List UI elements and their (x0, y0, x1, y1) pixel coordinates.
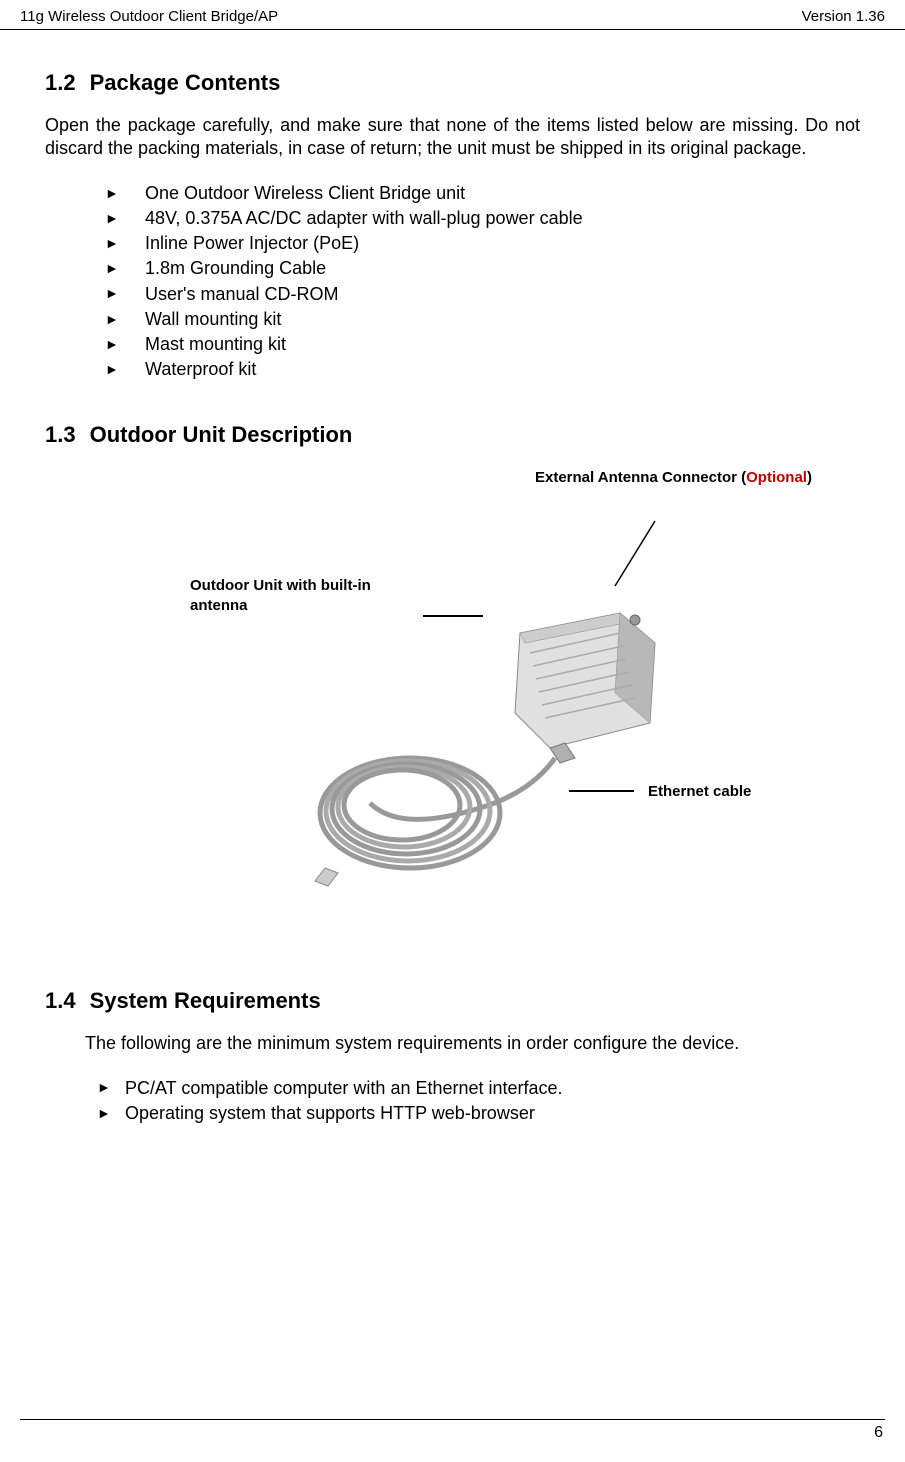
section-1-4-heading: 1.4 System Requirements (45, 988, 860, 1014)
list-item: ►48V, 0.375A AC/DC adapter with wall-plu… (105, 206, 860, 231)
page-footer: 6 (0, 1419, 905, 1442)
list-item: ►One Outdoor Wireless Client Bridge unit (105, 181, 860, 206)
header-left: 11g Wireless Outdoor Client Bridge/AP (20, 8, 278, 25)
package-contents-list: ►One Outdoor Wireless Client Bridge unit… (105, 181, 860, 383)
section-1-3-heading: 1.3 Outdoor Unit Description (45, 422, 860, 448)
section-1-2-heading: 1.2 Package Contents (45, 70, 860, 96)
bullet-icon: ► (105, 310, 145, 330)
header-right: Version 1.36 (802, 8, 885, 25)
list-item: ►User's manual CD-ROM (105, 282, 860, 307)
label-text: ) (807, 469, 812, 486)
bullet-icon: ► (105, 209, 145, 229)
section-1-2-paragraph: Open the package carefully, and make sur… (45, 114, 860, 161)
list-item: ►PC/AT compatible computer with an Ether… (97, 1076, 860, 1101)
section-1-4-paragraph: The following are the minimum system req… (85, 1032, 860, 1055)
section-num: 1.2 (45, 70, 76, 96)
list-text: One Outdoor Wireless Client Bridge unit (145, 181, 465, 206)
page-content: 1.2 Package Contents Open the package ca… (0, 30, 905, 1166)
label-external-antenna: External Antenna Connector (Optional) (535, 468, 812, 488)
list-text: Waterproof kit (145, 357, 256, 382)
list-text: 1.8m Grounding Cable (145, 256, 326, 281)
bullet-icon: ► (97, 1104, 125, 1124)
list-text: 48V, 0.375A AC/DC adapter with wall-plug… (145, 206, 583, 231)
requirements-list: ►PC/AT compatible computer with an Ether… (97, 1076, 860, 1126)
page-number: 6 (0, 1420, 905, 1442)
bullet-icon: ► (97, 1078, 125, 1098)
list-item: ►Mast mounting kit (105, 332, 860, 357)
list-text: User's manual CD-ROM (145, 282, 338, 307)
section-title: Outdoor Unit Description (90, 422, 353, 448)
list-text: Wall mounting kit (145, 307, 281, 332)
section-title: System Requirements (90, 988, 321, 1014)
leader-line-antenna (600, 516, 660, 591)
bullet-icon: ► (105, 259, 145, 279)
list-text: PC/AT compatible computer with an Ethern… (125, 1076, 563, 1101)
label-text: External Antenna Connector ( (535, 469, 746, 486)
section-num: 1.4 (45, 988, 76, 1014)
bullet-icon: ► (105, 360, 145, 380)
list-text: Operating system that supports HTTP web-… (125, 1101, 535, 1126)
list-text: Mast mounting kit (145, 332, 286, 357)
list-item: ►Inline Power Injector (PoE) (105, 231, 860, 256)
section-num: 1.3 (45, 422, 76, 448)
list-item: ►Operating system that supports HTTP web… (97, 1101, 860, 1126)
document-header: 11g Wireless Outdoor Client Bridge/AP Ve… (0, 0, 905, 30)
list-item: ►1.8m Grounding Cable (105, 256, 860, 281)
bullet-icon: ► (105, 284, 145, 304)
outdoor-unit-diagram: External Antenna Connector (Optional) Ou… (45, 468, 860, 988)
optional-word: Optional (746, 469, 807, 486)
section-title: Package Contents (90, 70, 281, 96)
list-text: Inline Power Injector (PoE) (145, 231, 359, 256)
bullet-icon: ► (105, 234, 145, 254)
list-item: ►Waterproof kit (105, 357, 860, 382)
bullet-icon: ► (105, 184, 145, 204)
bullet-icon: ► (105, 335, 145, 355)
outdoor-device-illustration (300, 598, 670, 888)
list-item: ►Wall mounting kit (105, 307, 860, 332)
